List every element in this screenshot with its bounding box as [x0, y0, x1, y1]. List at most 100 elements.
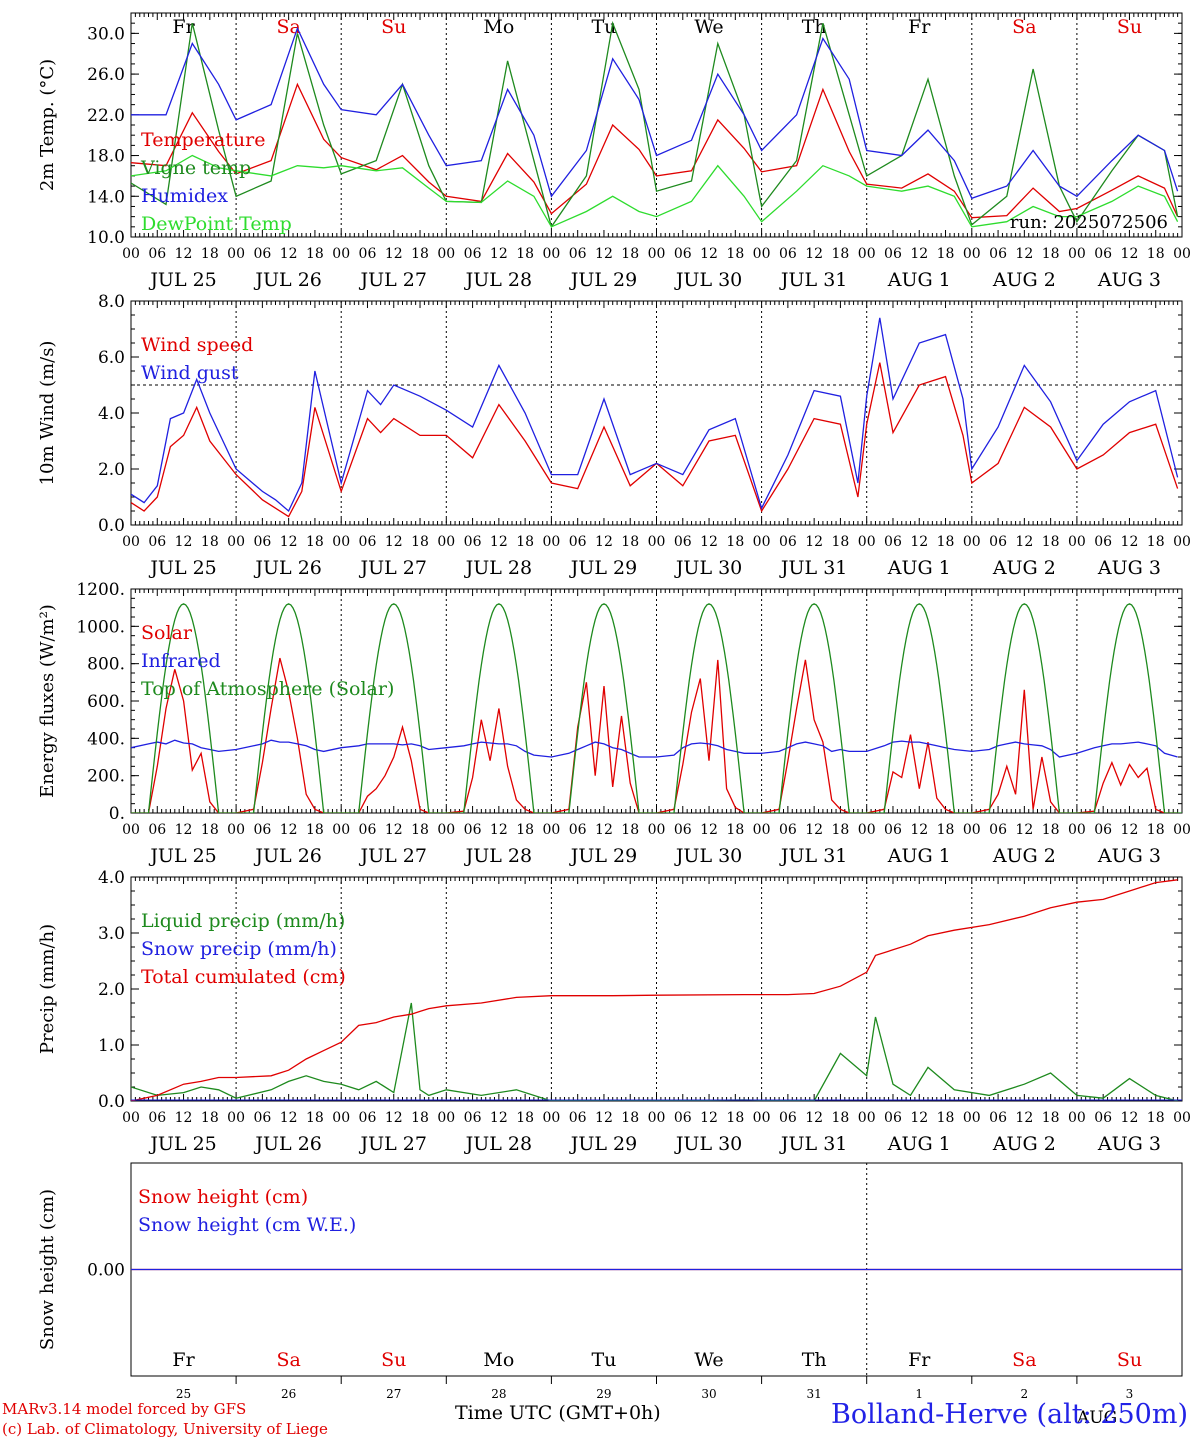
- x-hour-label: 06: [148, 534, 166, 550]
- x-hour-label: 12: [385, 822, 403, 838]
- x-hour-label: 18: [306, 534, 324, 550]
- x-hour-label: 00: [542, 822, 560, 838]
- x-hour-label: 06: [989, 246, 1007, 262]
- x-hour-label: 00: [542, 1110, 560, 1126]
- x-hour-label: 00: [963, 534, 981, 550]
- x-hour-label: 00: [227, 1110, 245, 1126]
- x-hour-label: 06: [569, 534, 587, 550]
- x-date-label: AUG 3: [1097, 557, 1161, 579]
- day-number-label: 25: [176, 1387, 191, 1401]
- y-tick-label: 22.0: [87, 106, 125, 126]
- y-tick-label: 0.00: [87, 1261, 125, 1281]
- x-date-label: JUL 29: [569, 845, 637, 867]
- x-hour-label: 18: [201, 822, 219, 838]
- x-hour-label: 18: [306, 246, 324, 262]
- x-hour-label: 06: [359, 1110, 377, 1126]
- x-hour-label: 18: [1042, 1110, 1060, 1126]
- weekday-label: Sa: [276, 1349, 300, 1371]
- x-hour-label: 12: [910, 246, 928, 262]
- x-hour-label: 18: [726, 534, 744, 550]
- legend-entry: Solar: [141, 622, 193, 644]
- x-date-label: JUL 28: [464, 845, 532, 867]
- x-hour-label: 00: [1068, 246, 1086, 262]
- x-hour-label: 18: [1042, 534, 1060, 550]
- y-axis-label: Snow height (cm): [37, 1189, 58, 1350]
- x-date-label: AUG 2: [992, 269, 1056, 291]
- day-number-label: 3: [1126, 1387, 1134, 1401]
- x-hour-label: 12: [280, 534, 298, 550]
- x-hour-label: 06: [779, 1110, 797, 1126]
- x-hour-label: 12: [1121, 534, 1139, 550]
- x-hour-label: 18: [621, 822, 639, 838]
- weekday-label: We: [694, 1349, 723, 1371]
- y-tick-label: 0.0: [98, 516, 125, 536]
- x-hour-label: 00: [1173, 1110, 1191, 1126]
- x-hour-label: 06: [569, 1110, 587, 1126]
- x-date-label: AUG 1: [887, 557, 951, 579]
- x-hour-label: 18: [621, 246, 639, 262]
- x-hour-label: 18: [937, 822, 955, 838]
- x-hour-label: 18: [937, 534, 955, 550]
- x-hour-label: 18: [516, 1110, 534, 1126]
- x-hour-label: 00: [437, 534, 455, 550]
- weekday-label: Tu: [591, 16, 616, 38]
- legend-entry: Snow height (cm): [138, 1186, 308, 1208]
- station-title: Bolland-Herve (alt: 250m): [831, 1399, 1188, 1430]
- x-hour-label: 00: [542, 534, 560, 550]
- y-tick-label: 14.0: [87, 187, 125, 207]
- x-date-label: AUG 1: [887, 845, 951, 867]
- x-hour-label: 00: [858, 534, 876, 550]
- legend-entry: Snow precip (mm/h): [141, 938, 337, 960]
- x-date-label: JUL 29: [569, 269, 637, 291]
- x-hour-label: 06: [674, 822, 692, 838]
- x-hour-label: 00: [227, 246, 245, 262]
- x-hour-label: 18: [201, 534, 219, 550]
- weekday-label: Sa: [276, 16, 300, 38]
- legend-entry: Wind speed: [141, 334, 253, 356]
- x-hour-label: 00: [1068, 822, 1086, 838]
- y-tick-label: 1000.: [76, 617, 125, 637]
- x-hour-label: 00: [963, 1110, 981, 1126]
- x-hour-label: 06: [148, 1110, 166, 1126]
- x-hour-label: 00: [332, 822, 350, 838]
- x-hour-label: 12: [595, 1110, 613, 1126]
- x-hour-label: 18: [1147, 1110, 1165, 1126]
- x-date-label: JUL 31: [779, 557, 847, 579]
- x-hour-label: 00: [227, 534, 245, 550]
- x-date-label: AUG 1: [887, 1133, 951, 1155]
- x-date-label: AUG 2: [992, 845, 1056, 867]
- series-line: [131, 20, 1179, 229]
- x-hour-label: 12: [595, 534, 613, 550]
- x-hour-label: 12: [700, 1110, 718, 1126]
- x-date-label: JUL 29: [569, 1133, 637, 1155]
- weekday-label: Su: [381, 1349, 406, 1371]
- y-tick-label: 4.0: [98, 868, 125, 888]
- y-tick-label: 3.0: [98, 924, 125, 944]
- x-date-label: AUG 3: [1097, 845, 1161, 867]
- x-hour-label: 00: [542, 246, 560, 262]
- x-hour-label: 12: [385, 534, 403, 550]
- x-hour-label: 18: [937, 1110, 955, 1126]
- x-date-label: JUL 31: [779, 269, 847, 291]
- credit-line-2: (c) Lab. of Climatology, University of L…: [2, 1420, 328, 1438]
- panel-5: 0.00 Snow height (cm) Snow height (cm) Snow…: [37, 1162, 1183, 1428]
- x-hour-label: 06: [674, 1110, 692, 1126]
- series-line: [131, 1002, 1178, 1101]
- series-lines: [131, 879, 1182, 1101]
- legend-entry: Wind gust: [141, 362, 239, 384]
- y-tick-label: 0.: [109, 804, 125, 824]
- x-axis-title: Time UTC (GMT+0h): [455, 1402, 661, 1424]
- x-hour-label: 18: [832, 822, 850, 838]
- x-date-label: JUL 27: [359, 1133, 427, 1155]
- y-tick-label: 30.0: [87, 24, 125, 44]
- x-hour-label: 12: [175, 822, 193, 838]
- x-hour-label: 18: [201, 246, 219, 262]
- x-hour-label: 06: [569, 246, 587, 262]
- x-hour-label: 06: [359, 534, 377, 550]
- series-line: [131, 26, 1179, 200]
- series-line: [131, 82, 1179, 219]
- x-date-label: JUL 25: [148, 269, 216, 291]
- x-hour-label: 18: [411, 822, 429, 838]
- day-number-label: 27: [386, 1387, 401, 1401]
- weekday-label: Sa: [1012, 16, 1036, 38]
